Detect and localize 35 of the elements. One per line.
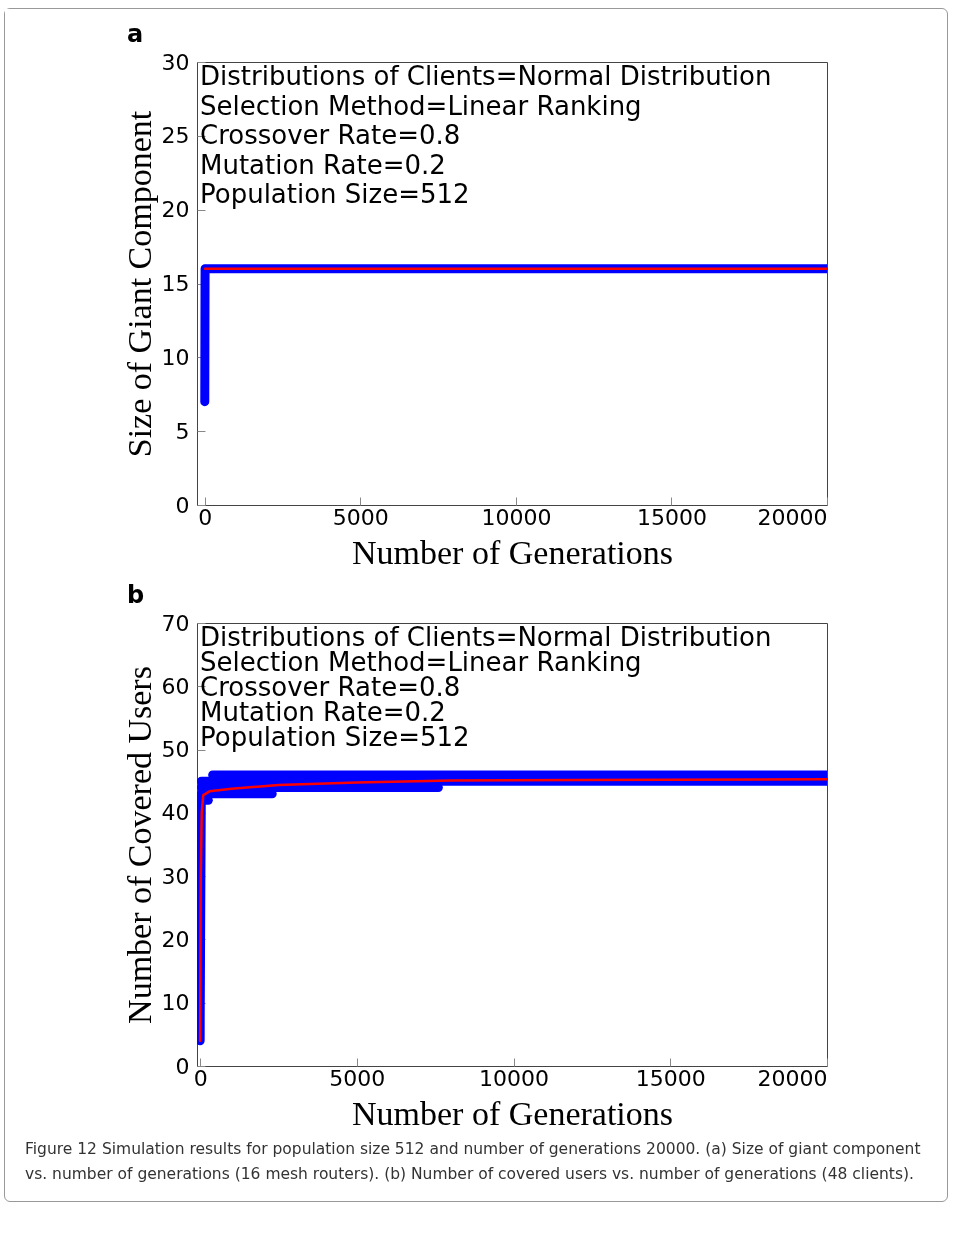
x-tick-label: 5000 — [332, 504, 389, 530]
x-tick-label: 20000 — [757, 504, 828, 530]
annotation: Selection Method=Linear Ranking — [200, 90, 642, 121]
x-tick-label: 20000 — [757, 1065, 828, 1091]
caption: Figure 12 Simulation results for population size 512 and number of generations 20000. (a) Size of giant component vs. number of generations (16 mesh routers). (b) Number of covered users vs. number of generations (48 clients). — [24, 1139, 922, 1185]
x-axis-title: Number of Generations — [351, 1094, 674, 1132]
y-tick-label: 60 — [161, 673, 190, 699]
x-tick-label: 0 — [193, 1065, 208, 1091]
x-tick-label: 10000 — [481, 504, 552, 530]
y-tick-label: 40 — [161, 800, 190, 826]
x-tick-label: 5000 — [329, 1065, 386, 1091]
annotation: Distributions of Clients=Normal Distribution — [200, 61, 772, 91]
y-tick-label: 30 — [161, 49, 190, 75]
y-tick-label: 15 — [161, 271, 190, 296]
chart-title: b — [127, 581, 145, 609]
y-tick-label: 10 — [161, 344, 190, 370]
y-tick-label: 30 — [161, 863, 190, 889]
x-tick-label: 0 — [198, 504, 213, 530]
x-tick-label: 10000 — [479, 1065, 550, 1091]
chart-title: a — [127, 20, 144, 48]
x-tick-label: 15000 — [636, 504, 707, 530]
y-tick-label: 10 — [161, 990, 190, 1016]
x-axis-title: Number of Generations — [351, 533, 674, 571]
y-tick-label: 20 — [161, 926, 190, 952]
y-tick-label: 25 — [161, 123, 190, 149]
annotation: Mutation Rate=0.2 — [200, 149, 446, 180]
y-tick-label: 5 — [175, 418, 190, 444]
y-axis-title: Size of Giant Component — [120, 110, 158, 458]
y-tick-label: 50 — [161, 737, 190, 763]
annotation: Population Size=512 — [200, 179, 470, 209]
x-tick-label: 15000 — [635, 1065, 706, 1091]
y-tick-label: 70 — [161, 610, 190, 636]
y-axis-title: Number of Covered Users — [120, 666, 158, 1024]
y-tick-label: 20 — [161, 197, 190, 223]
annotation: Crossover Rate=0.8 — [200, 120, 461, 150]
